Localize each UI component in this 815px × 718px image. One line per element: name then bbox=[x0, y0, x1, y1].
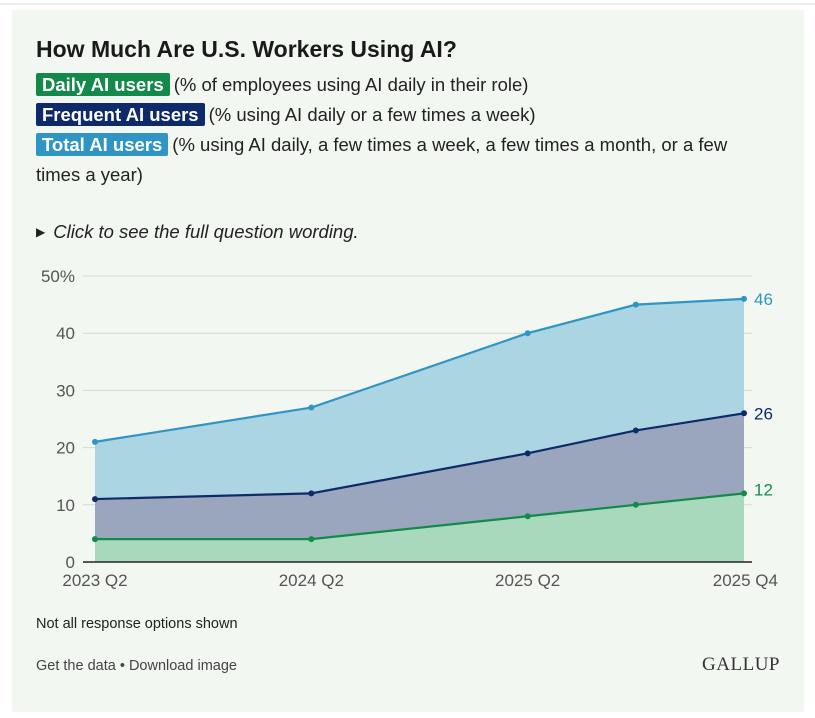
point-frequent-2 bbox=[524, 450, 531, 457]
question-wording-label: Click to see the full question wording. bbox=[53, 221, 359, 242]
y-tick-label-50: 50% bbox=[41, 267, 75, 286]
y-tick-label-20: 20 bbox=[56, 439, 75, 458]
point-frequent-4 bbox=[741, 410, 747, 417]
y-tick-label-0: 0 bbox=[66, 553, 75, 572]
point-frequent-0 bbox=[92, 496, 98, 503]
legend-total: Total AI users (% using AI daily, a few t… bbox=[36, 130, 766, 190]
disclosure-triangle-icon: ▶ bbox=[36, 225, 46, 239]
legend-daily-label: Daily AI users bbox=[36, 73, 170, 96]
point-daily-4 bbox=[741, 490, 747, 497]
point-daily-3 bbox=[632, 501, 639, 508]
end-label-daily: 12 bbox=[754, 480, 773, 499]
y-tick-label-10: 10 bbox=[56, 496, 75, 515]
point-total-3 bbox=[632, 301, 639, 308]
top-border bbox=[0, 3, 815, 5]
x-tick-label-0: 2023 Q2 bbox=[62, 571, 127, 590]
footer-links: Get the data • Download image bbox=[36, 658, 237, 674]
end-label-total: 46 bbox=[754, 290, 773, 309]
area-chart: 46 26 12 0 10 20 30 40 50% 2023 Q2 2024 Q2 2025 Q2 2… bbox=[41, 267, 778, 590]
x-tick-label-3: 2025 Q4 bbox=[713, 571, 778, 590]
footnote: Not all response options shown bbox=[36, 616, 238, 632]
get-data-link[interactable]: Get the data bbox=[36, 658, 116, 674]
chart-card: How Much Are U.S. Workers Using AI? Dail… bbox=[12, 10, 804, 712]
end-label-frequent: 26 bbox=[754, 404, 773, 423]
point-frequent-1 bbox=[308, 490, 315, 497]
y-tick-label-30: 30 bbox=[56, 381, 75, 400]
footer-separator: • bbox=[115, 658, 129, 674]
gallup-logo: GALLUP bbox=[702, 654, 780, 675]
legend-daily-desc: (% of employees using AI daily in their … bbox=[173, 74, 529, 95]
point-frequent-3 bbox=[632, 427, 639, 434]
download-image-link[interactable]: Download image bbox=[128, 658, 237, 674]
point-daily-0 bbox=[92, 536, 98, 543]
x-tick-label-1: 2024 Q2 bbox=[279, 571, 344, 590]
legend-frequent-desc: (% using AI daily or a few times a week) bbox=[208, 104, 536, 125]
question-wording-toggle[interactable]: ▶ Click to see the full question wording. bbox=[36, 221, 359, 243]
point-daily-1 bbox=[308, 536, 315, 543]
legend-daily: Daily AI users (% of employees using AI d… bbox=[36, 70, 528, 100]
legend-frequent: Frequent AI users (% using AI daily or a … bbox=[36, 100, 536, 130]
y-tick-label-40: 40 bbox=[56, 324, 75, 343]
point-total-2 bbox=[524, 330, 531, 337]
chart-title: How Much Are U.S. Workers Using AI? bbox=[36, 36, 457, 62]
point-total-4 bbox=[741, 295, 747, 302]
point-total-0 bbox=[92, 438, 98, 445]
legend-total-desc: (% using AI daily, a few times a week, a… bbox=[36, 134, 728, 185]
point-total-1 bbox=[308, 404, 315, 411]
legend-total-label: Total AI users bbox=[36, 133, 169, 156]
x-tick-label-2: 2025 Q2 bbox=[495, 571, 560, 590]
point-daily-2 bbox=[524, 513, 531, 520]
legend-frequent-label: Frequent AI users bbox=[36, 103, 205, 126]
